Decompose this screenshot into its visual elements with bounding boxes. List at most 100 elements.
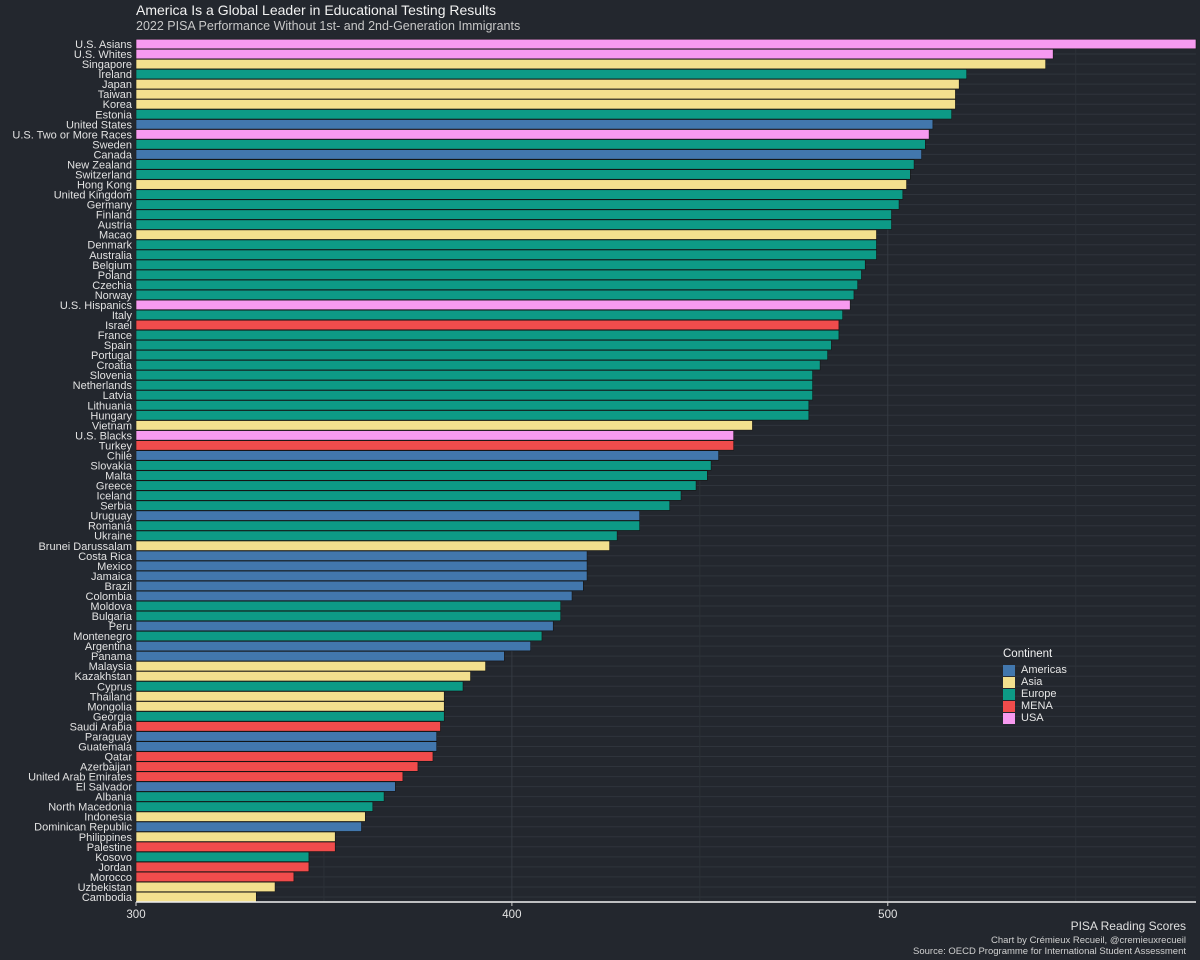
bar [135,711,445,722]
y-tick-label: Brunei Darussalam [38,541,132,553]
y-tick-label: El Salvador [76,782,133,794]
y-tick-label: Colombia [86,591,133,603]
bar [135,751,434,762]
x-tick-label: 500 [878,909,897,921]
bar [135,620,554,632]
bar [135,681,464,692]
y-tick-label: North Macedonia [48,802,133,814]
x-tick-label: 400 [502,909,521,921]
bar [135,460,712,471]
y-tick-label: Finland [96,210,132,222]
legend-title: Continent [1003,648,1053,660]
y-tick-label: Costa Rica [78,551,133,563]
bar [135,259,866,270]
bar [135,801,374,812]
x-axis-title: PISA Reading Scores [1070,919,1186,933]
bar [135,249,877,260]
bar [135,139,926,150]
y-tick-label: Serbia [100,501,133,513]
chart-subtitle: 2022 PISA Performance Without 1st- and 2… [136,19,521,33]
bar [135,219,892,230]
bar [135,430,734,441]
y-tick-label: Uruguay [90,511,132,523]
bar [135,319,840,331]
y-tick-label: Ukraine [94,531,132,543]
bar [135,159,915,170]
bar [135,119,934,130]
bar [135,831,336,842]
legend-label: MENA [1021,700,1053,712]
y-tick-label: Turkey [99,440,133,452]
bar [135,891,257,903]
bar [135,279,859,290]
bar-layer [135,38,1197,903]
bar [135,731,438,742]
bar [135,580,584,591]
y-tick-label: Austria [98,220,133,232]
bar [135,480,697,491]
bar [135,400,810,411]
bar [135,48,1054,60]
bar [135,871,295,882]
y-tick-label: Brazil [104,581,132,593]
bar [135,841,336,852]
bar [135,821,362,832]
bar [135,631,543,642]
caption-credit: Chart by Crémieux Recueil, @cremieuxrecu… [991,935,1186,946]
bar [135,440,734,451]
y-tick-label: Saudi Arabia [70,721,133,733]
legend-label: Europe [1021,688,1057,700]
bar [135,530,618,541]
bar [135,791,385,802]
y-tick-label: Italy [112,310,133,322]
chart-title: America Is a Global Leader in Educationa… [136,2,497,18]
bar [135,641,531,652]
y-tick-label: Taiwan [98,89,132,101]
bar [135,38,1197,50]
y-tick-label: United Arab Emirates [28,772,132,784]
bar [135,289,855,300]
bar [135,380,813,391]
y-tick-label: Poland [98,270,132,282]
bar [135,470,708,481]
y-tick-label: Montenegro [73,631,132,643]
bar [135,721,441,732]
x-tick-label: 300 [126,909,145,921]
bar [135,309,843,321]
bar [135,179,907,190]
legend-label: USA [1021,712,1044,724]
y-tick-label: Spain [104,340,132,352]
bar [135,269,862,280]
caption-source: Source: OECD Programme for International… [913,946,1186,957]
bar [135,500,671,511]
y-tick-label: Vietnam [92,420,132,432]
y-tick-label: Mongolia [87,701,133,713]
bar [135,861,310,872]
y-tick-label: Jordan [98,862,132,874]
bar [135,69,968,80]
bar [135,771,404,782]
y-tick-label: Switzerland [75,169,132,181]
y-tick-label: Germany [87,200,133,212]
y-tick-label: Croatia [97,360,133,372]
y-tick-label: Lithuania [87,400,133,412]
y-tick-label: Estonia [95,109,133,121]
bar [135,370,813,381]
y-tick-label: Canada [93,149,132,161]
legend-item: MENA [1003,700,1067,712]
y-tick-label: Israel [105,320,132,332]
bar [135,610,562,622]
bar [135,350,828,361]
bar [135,510,640,521]
bar [135,691,445,702]
y-tick-label: U.S. Two or More Races [12,129,132,141]
bar [135,339,832,351]
y-tick-label: Qatar [104,751,132,763]
y-tick-label: Kosovo [95,852,132,864]
y-tick-label: Belgium [92,260,132,272]
bar [135,781,396,792]
legend-item: Europe [1003,688,1067,700]
bar [135,520,640,531]
y-tick-label: Moldova [90,601,132,613]
bar [135,79,960,90]
